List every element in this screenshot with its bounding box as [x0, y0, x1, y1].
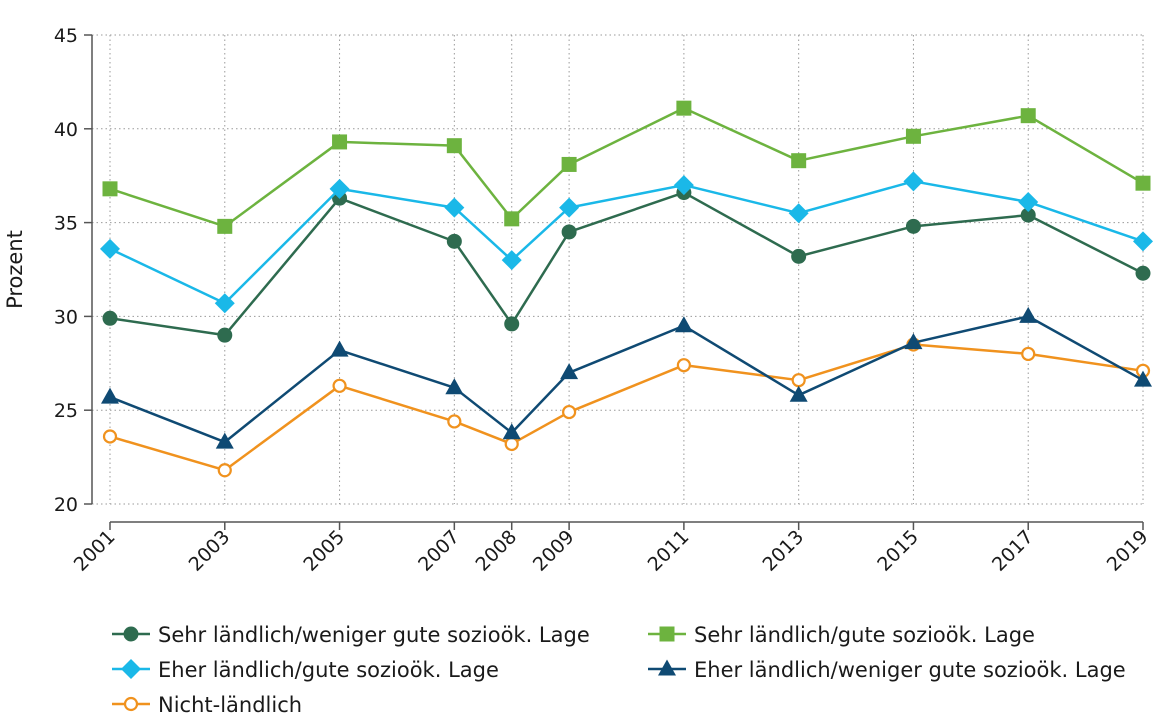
data-point	[446, 138, 462, 154]
x-tick-label: 2009	[529, 526, 579, 576]
series-3	[100, 171, 1153, 314]
legend-item: Eher ländlich/gute sozioök. Lage	[112, 658, 499, 682]
data-point	[501, 250, 522, 271]
data-point	[332, 378, 347, 393]
legend-label: Sehr ländlich/gute sozioök. Lage	[694, 623, 1035, 647]
data-point	[905, 128, 921, 144]
data-point	[673, 175, 694, 196]
x-tick-label: 2013	[758, 526, 808, 576]
data-point	[788, 203, 809, 224]
y-tick-label: 45	[54, 25, 78, 47]
grid-lines	[92, 34, 1144, 505]
data-point	[102, 181, 118, 197]
data-point	[561, 224, 577, 240]
data-point	[102, 429, 118, 444]
data-point	[217, 327, 233, 343]
data-point	[1133, 231, 1153, 252]
data-point	[1135, 175, 1151, 191]
y-tick-label: 20	[54, 494, 78, 516]
legend-marker	[658, 659, 676, 676]
data-point	[447, 414, 462, 429]
data-point	[676, 100, 692, 116]
data-point	[502, 423, 521, 440]
data-point	[214, 293, 235, 314]
x-tick-label: 2015	[873, 526, 923, 576]
data-point	[504, 436, 519, 452]
legend-item: Eher ländlich/weniger gute sozioök. Lage	[648, 658, 1126, 682]
data-point	[905, 218, 921, 234]
data-point	[791, 373, 806, 388]
data-point	[330, 340, 349, 357]
series-4	[101, 306, 1152, 449]
data-point	[791, 248, 807, 264]
data-point	[1021, 346, 1036, 362]
series-2	[102, 100, 1151, 234]
data-point	[559, 197, 580, 218]
x-tick-label: 2001	[70, 526, 120, 576]
legend-marker	[123, 626, 139, 642]
data-point	[1135, 265, 1151, 281]
x-tick-label: 2003	[185, 526, 235, 576]
data-point	[504, 211, 520, 227]
data-point	[561, 156, 577, 172]
data-point	[102, 310, 118, 326]
legend: Sehr ländlich/weniger gute sozioök. Lage…	[112, 623, 1126, 717]
series-line	[109, 315, 1144, 444]
series-line	[109, 343, 1144, 472]
legend-marker	[123, 696, 139, 712]
data-point	[1018, 191, 1039, 212]
data-point	[791, 153, 807, 169]
data-point	[903, 171, 924, 192]
data-point	[101, 387, 119, 404]
x-tick-label: 2007	[414, 526, 464, 576]
x-tick-label: 2008	[472, 526, 522, 576]
data-point	[445, 378, 464, 395]
legend-label: Eher ländlich/gute sozioök. Lage	[158, 658, 499, 682]
x-tick-label: 2011	[644, 526, 694, 576]
y-axis-label: Prozent	[3, 230, 27, 309]
legend-marker	[121, 659, 141, 679]
data-point	[100, 238, 120, 259]
data-point	[215, 432, 234, 449]
data-point	[217, 218, 233, 234]
data-point	[504, 316, 520, 332]
x-tick-label: 2017	[988, 526, 1038, 576]
data-point	[332, 134, 348, 150]
data-point	[446, 233, 462, 249]
data-point	[444, 197, 465, 218]
data-point	[674, 316, 693, 333]
data-point	[676, 358, 691, 373]
series-line	[109, 180, 1144, 305]
legend-item: Nicht-ländlich	[112, 693, 302, 717]
series-layer	[100, 100, 1153, 478]
legend-item: Sehr ländlich/weniger gute sozioök. Lage	[112, 623, 590, 647]
y-tick-label: 40	[54, 119, 78, 141]
data-point	[904, 333, 923, 350]
series-1	[102, 185, 1151, 343]
y-tick-label: 35	[54, 213, 78, 235]
data-point	[562, 404, 577, 420]
series-line	[109, 106, 1144, 228]
data-point	[329, 178, 350, 199]
y-tick-label: 25	[54, 400, 78, 422]
data-point	[1019, 306, 1038, 323]
legend-label: Sehr ländlich/weniger gute sozioök. Lage	[158, 623, 590, 647]
data-point	[217, 463, 232, 478]
data-point	[789, 385, 808, 402]
legend-item: Sehr ländlich/gute sozioök. Lage	[648, 623, 1035, 647]
x-tick-label: 2019	[1103, 526, 1153, 576]
legend-label: Nicht-ländlich	[158, 693, 302, 717]
data-point	[1020, 207, 1036, 223]
legend-label: Eher ländlich/weniger gute sozioök. Lage	[694, 658, 1126, 682]
legend-marker	[659, 626, 675, 642]
x-tick-label: 2005	[299, 526, 349, 576]
data-point	[1020, 108, 1036, 124]
data-point	[560, 363, 579, 380]
data-point	[1134, 370, 1152, 387]
y-tick-label: 30	[54, 306, 78, 328]
series-5	[102, 337, 1151, 478]
